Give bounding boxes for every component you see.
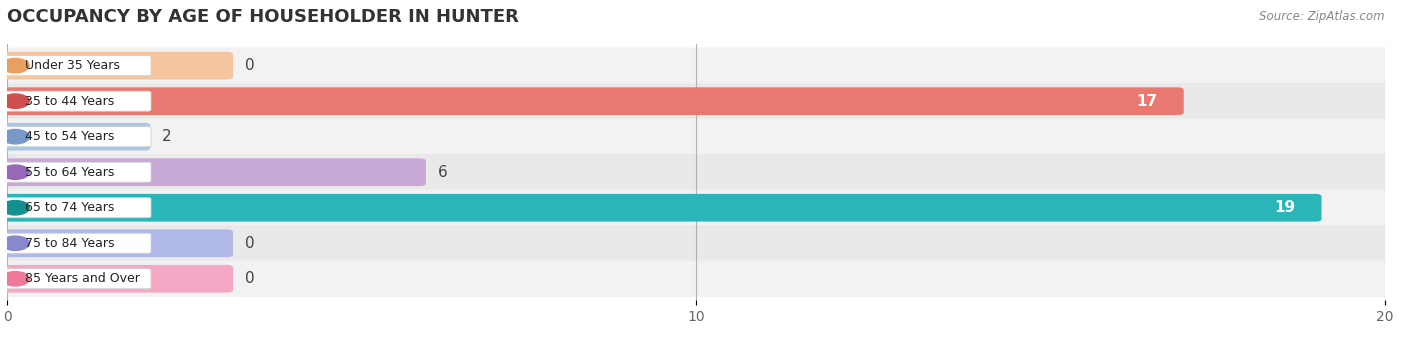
Text: 65 to 74 Years: 65 to 74 Years [25, 201, 114, 214]
FancyBboxPatch shape [1, 229, 233, 257]
FancyBboxPatch shape [7, 190, 1385, 226]
FancyBboxPatch shape [7, 83, 1385, 119]
FancyBboxPatch shape [1, 158, 426, 186]
Text: 19: 19 [1274, 200, 1295, 215]
Circle shape [1, 165, 30, 179]
FancyBboxPatch shape [1, 123, 150, 150]
Text: 17: 17 [1136, 94, 1157, 109]
Text: 85 Years and Over: 85 Years and Over [25, 272, 139, 285]
Text: 0: 0 [245, 236, 254, 251]
Circle shape [1, 201, 30, 215]
Text: 55 to 64 Years: 55 to 64 Years [25, 166, 114, 179]
FancyBboxPatch shape [1, 87, 1184, 115]
FancyBboxPatch shape [4, 56, 150, 76]
Text: 75 to 84 Years: 75 to 84 Years [25, 237, 114, 250]
Circle shape [1, 130, 30, 144]
FancyBboxPatch shape [7, 261, 1385, 297]
Text: Under 35 Years: Under 35 Years [25, 59, 120, 72]
FancyBboxPatch shape [4, 198, 150, 218]
FancyBboxPatch shape [7, 225, 1385, 261]
FancyBboxPatch shape [1, 265, 233, 293]
FancyBboxPatch shape [4, 269, 150, 289]
Circle shape [1, 58, 30, 73]
FancyBboxPatch shape [7, 119, 1385, 155]
Text: OCCUPANCY BY AGE OF HOUSEHOLDER IN HUNTER: OCCUPANCY BY AGE OF HOUSEHOLDER IN HUNTE… [7, 9, 519, 26]
Circle shape [1, 236, 30, 250]
Text: 6: 6 [437, 165, 447, 180]
FancyBboxPatch shape [1, 52, 233, 79]
FancyBboxPatch shape [4, 91, 150, 111]
FancyBboxPatch shape [4, 127, 150, 147]
Text: 2: 2 [162, 129, 172, 144]
FancyBboxPatch shape [1, 194, 1322, 222]
Text: 0: 0 [245, 58, 254, 73]
Circle shape [1, 94, 30, 108]
FancyBboxPatch shape [7, 47, 1385, 84]
FancyBboxPatch shape [7, 154, 1385, 190]
Circle shape [1, 271, 30, 286]
Text: 35 to 44 Years: 35 to 44 Years [25, 95, 114, 108]
Text: 45 to 54 Years: 45 to 54 Years [25, 130, 114, 143]
FancyBboxPatch shape [4, 233, 150, 253]
Text: Source: ZipAtlas.com: Source: ZipAtlas.com [1260, 10, 1385, 23]
Text: 0: 0 [245, 271, 254, 286]
FancyBboxPatch shape [4, 162, 150, 182]
